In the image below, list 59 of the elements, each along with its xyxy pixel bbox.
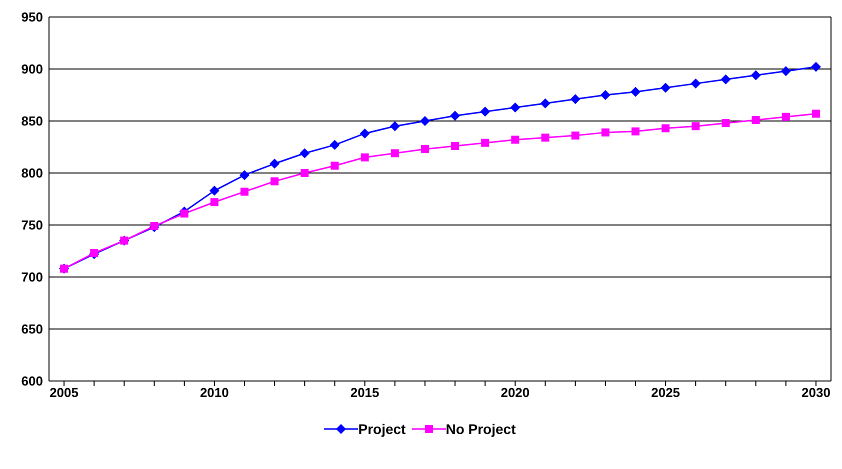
- point: [300, 169, 309, 177]
- point: [782, 112, 790, 121]
- point: [511, 136, 520, 144]
- point: [662, 124, 670, 132]
- point: [450, 110, 460, 121]
- point: [660, 82, 671, 93]
- point: [722, 119, 730, 128]
- point: [630, 86, 640, 97]
- point: [780, 66, 791, 76]
- point: [570, 94, 580, 104]
- point: [360, 153, 369, 162]
- point: [330, 162, 339, 170]
- point: [240, 170, 250, 180]
- point: [209, 186, 220, 196]
- point: [692, 122, 700, 130]
- point: [810, 62, 821, 72]
- point: [480, 106, 490, 117]
- point: [632, 127, 640, 136]
- point: [330, 140, 340, 150]
- point: [420, 116, 430, 126]
- point: [390, 121, 400, 132]
- point: [360, 128, 370, 138]
- point: [270, 177, 279, 186]
- y-tick-label: 600: [21, 374, 43, 389]
- x-tick-label: 2020: [500, 385, 530, 400]
- point: [720, 74, 731, 84]
- y-tick-label: 900: [21, 62, 43, 77]
- y-tick-label: 850: [21, 114, 43, 129]
- point: [601, 128, 610, 136]
- x-tick-label: 2010: [200, 385, 229, 400]
- point: [690, 78, 701, 89]
- y-tick-label: 700: [21, 270, 43, 285]
- point: [750, 70, 761, 80]
- point: [571, 132, 580, 140]
- point: [752, 116, 760, 124]
- point: [812, 110, 820, 118]
- point: [540, 98, 550, 108]
- point: [541, 134, 550, 142]
- point: [300, 148, 310, 158]
- y-tick-label: 950: [21, 10, 43, 25]
- point: [510, 102, 520, 112]
- point: [240, 188, 248, 196]
- y-tick-label: 650: [21, 322, 43, 337]
- x-tick-label: 2015: [350, 385, 380, 400]
- x-tick-label: 2005: [50, 385, 78, 400]
- point: [180, 210, 188, 218]
- point: [600, 90, 610, 100]
- x-tick-label: 2030: [802, 385, 830, 400]
- point: [270, 158, 280, 169]
- point: [481, 138, 490, 147]
- y-tick-label: 750: [21, 218, 43, 233]
- point: [420, 145, 429, 154]
- x-tick-label: 2025: [651, 385, 680, 400]
- legend-label: Project: [358, 421, 406, 437]
- point: [451, 142, 460, 150]
- point: [210, 198, 218, 206]
- point: [390, 149, 399, 158]
- legend-label: No Project: [446, 421, 516, 437]
- y-tick-label: 800: [21, 166, 43, 181]
